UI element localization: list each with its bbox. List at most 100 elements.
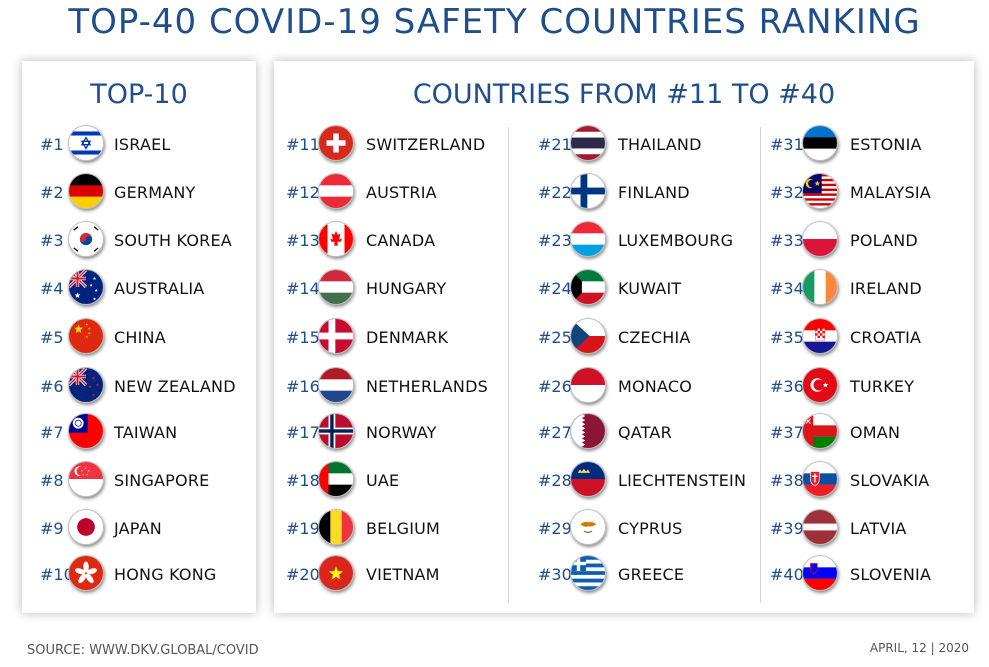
finland-flag-icon: [570, 173, 606, 209]
thailand-flag-icon: [570, 125, 606, 161]
date-note: APRIL, 12 | 2020: [869, 641, 969, 655]
column-divider: [508, 127, 509, 603]
rank-number: #25: [538, 328, 572, 347]
norway-flag-icon: [318, 413, 354, 449]
country-name: SOUTH KOREA: [114, 231, 232, 250]
ranking-row: #8 SINGAPORE: [22, 461, 252, 501]
country-name: QATAR: [618, 423, 672, 442]
rank-number: #19: [286, 519, 320, 538]
rank-number: #1: [40, 135, 64, 154]
rank-number: #35: [770, 328, 804, 347]
column-divider: [760, 127, 761, 603]
country-name: TAIWAN: [114, 423, 178, 442]
page-title: TOP-40 COVID-19 SAFETY COUNTRIES RANKING: [68, 2, 921, 42]
country-name: SLOVENIA: [850, 565, 932, 584]
switzerland-flag-icon: [318, 125, 354, 161]
country-name: POLAND: [850, 231, 918, 250]
rank-number: #9: [40, 519, 64, 538]
slovenia-flag-icon: [802, 555, 838, 591]
israel-flag-icon: [68, 125, 104, 161]
ranking-row: #28 LIECHTENSTEIN: [536, 461, 766, 501]
ranking-row: #40 SLOVENIA: [768, 555, 989, 595]
rank-number: #31: [770, 135, 804, 154]
rank-number: #14: [286, 279, 320, 298]
netherlands-flag-icon: [318, 367, 354, 403]
ranking-row: #35 CROATIA: [768, 318, 989, 358]
ranking-row: #5 CHINA: [22, 318, 252, 358]
kuwait-flag-icon: [570, 269, 606, 305]
rank-number: #38: [770, 471, 804, 490]
ranking-row: #23 LUXEMBOURG: [536, 221, 766, 261]
rank-number: #6: [40, 377, 64, 396]
south-korea-flag-icon: [68, 221, 104, 257]
cyprus-flag-icon: [570, 509, 606, 545]
rank-number: #4: [40, 279, 64, 298]
country-name: HONG KONG: [114, 565, 217, 584]
country-name: CANADA: [366, 231, 436, 250]
ranking-row: #26 MONACO: [536, 367, 766, 407]
rank-number: #5: [40, 328, 64, 347]
ranking-row: #39 LATVIA: [768, 509, 989, 549]
country-name: THAILAND: [618, 135, 702, 154]
source-note: SOURCE: WWW.DKV.GLOBAL/COVID: [27, 643, 259, 658]
rank-number: #20: [286, 565, 320, 584]
country-name: CHINA: [114, 328, 166, 347]
ranking-row: #4 AUSTRALIA: [22, 269, 252, 309]
ranking-row: #19 BELGIUM: [284, 509, 514, 549]
ranking-row: #12 AUSTRIA: [284, 173, 514, 213]
liechtenstein-flag-icon: [570, 461, 606, 497]
ranks-11-40-panel: COUNTRIES FROM #11 TO #40 #11 SWITZERLAND…: [274, 61, 974, 613]
country-name: TURKEY: [850, 377, 915, 396]
rank-number: #10: [40, 565, 74, 584]
rank-number: #27: [538, 423, 572, 442]
taiwan-flag-icon: [68, 413, 104, 449]
ranking-row: #27 QATAR: [536, 413, 766, 453]
ranking-row: #15 DENMARK: [284, 318, 514, 358]
czechia-flag-icon: [570, 318, 606, 354]
turkey-flag-icon: [802, 367, 838, 403]
ranking-row: #16 NETHERLANDS: [284, 367, 514, 407]
country-name: CYPRUS: [618, 519, 683, 538]
country-name: VIETNAM: [366, 565, 440, 584]
top-10-heading: TOP-10: [90, 79, 188, 110]
ranking-row: #37 OMAN: [768, 413, 989, 453]
ranking-row: #33 POLAND: [768, 221, 989, 261]
ranking-row: #9 JAPAN: [22, 509, 252, 549]
rank-number: #40: [770, 565, 804, 584]
latvia-flag-icon: [802, 509, 838, 545]
country-name: UAE: [366, 471, 400, 490]
country-name: HUNGARY: [366, 279, 447, 298]
ranking-row: #29 CYPRUS: [536, 509, 766, 549]
country-name: SLOVAKIA: [850, 471, 930, 490]
country-name: IRELAND: [850, 279, 922, 298]
country-name: SINGAPORE: [114, 471, 210, 490]
rank-number: #34: [770, 279, 804, 298]
ranking-row: #11 SWITZERLAND: [284, 125, 514, 165]
ranking-row: #14 HUNGARY: [284, 269, 514, 309]
ranking-row: #24 KUWAIT: [536, 269, 766, 309]
country-name: NEW ZEALAND: [114, 377, 236, 396]
ranking-row: #36 TURKEY: [768, 367, 989, 407]
ranking-row: #13 CANADA: [284, 221, 514, 261]
country-name: JAPAN: [114, 519, 162, 538]
rank-number: #13: [286, 231, 320, 250]
canada-flag-icon: [318, 221, 354, 257]
country-name: ESTONIA: [850, 135, 922, 154]
country-name: ISRAEL: [114, 135, 171, 154]
country-name: LIECHTENSTEIN: [618, 471, 747, 490]
ranking-row: #32 MALAYSIA: [768, 173, 989, 213]
china-flag-icon: [68, 318, 104, 354]
ranking-row: #20 VIETNAM: [284, 555, 514, 595]
country-name: MALAYSIA: [850, 183, 931, 202]
denmark-flag-icon: [318, 318, 354, 354]
poland-flag-icon: [802, 221, 838, 257]
ireland-flag-icon: [802, 269, 838, 305]
vietnam-flag-icon: [318, 555, 354, 591]
rank-number: #26: [538, 377, 572, 396]
austria-flag-icon: [318, 173, 354, 209]
country-name: GREECE: [618, 565, 685, 584]
rank-number: #28: [538, 471, 572, 490]
rank-number: #23: [538, 231, 572, 250]
rank-number: #21: [538, 135, 572, 154]
rank-number: #39: [770, 519, 804, 538]
